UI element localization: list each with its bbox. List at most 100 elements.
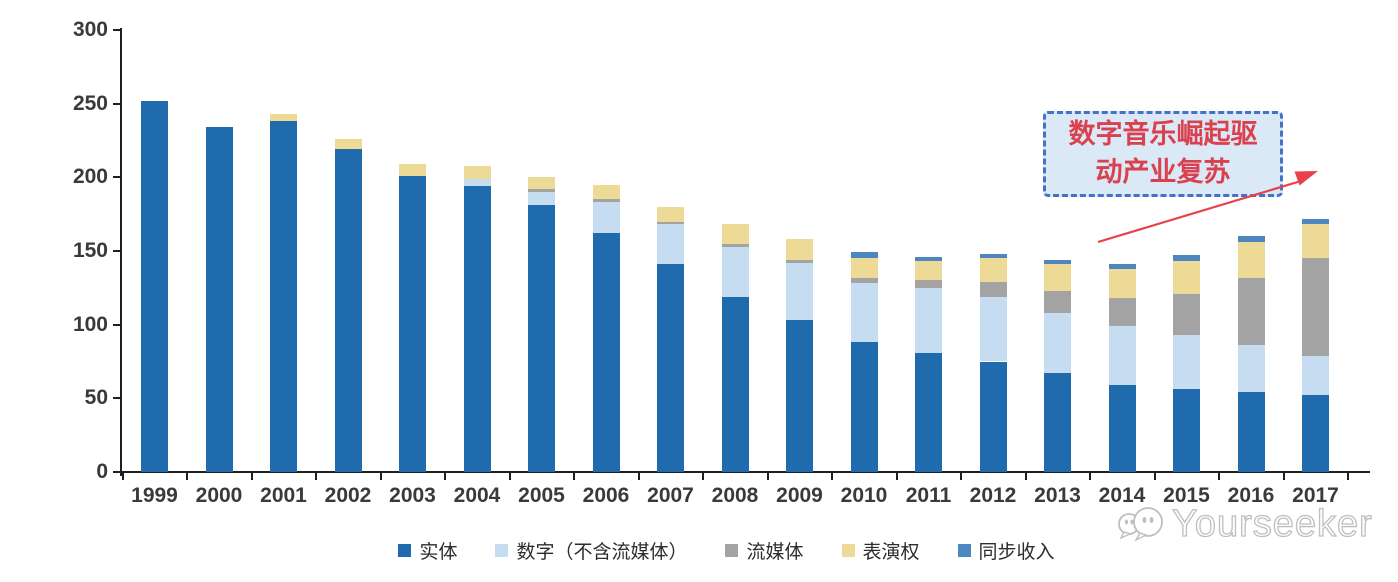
- annotation-text: 数字音乐崛起驱动产业复苏: [1068, 118, 1258, 188]
- x-axis-line: [120, 471, 1370, 473]
- x-axis-tick: [960, 473, 962, 480]
- x-axis-label-2017: 2017: [1292, 484, 1339, 507]
- legend-label: 同步收入: [978, 541, 1055, 563]
- bar-segment-实体: [1237, 392, 1265, 472]
- x-axis-tick: [508, 473, 511, 480]
- x-axis-label-2010: 2010: [840, 484, 888, 507]
- bar-segment-实体: [141, 100, 168, 472]
- bar-segment-表演权: [334, 139, 362, 150]
- y-axis-label: 300: [72, 18, 108, 41]
- x-axis-label-1999: 1999: [131, 484, 178, 507]
- bar-segment-实体: [592, 233, 620, 472]
- bar-segment-表演权: [657, 206, 684, 222]
- x-axis-label-2014: 2014: [1098, 484, 1146, 507]
- y-axis-tick: [113, 29, 120, 31]
- x-axis-label-2011: 2011: [905, 484, 952, 507]
- legend-item-流媒体: 流媒体: [725, 537, 804, 564]
- bar-segment-同步收入: [915, 256, 942, 262]
- x-axis-tick: [637, 473, 640, 480]
- watermark-text: Yourseeker: [1171, 502, 1373, 545]
- bar-segment-实体: [205, 127, 233, 472]
- bar-segment-数字（不含流媒体）: [528, 192, 555, 206]
- annotation-callout: 数字音乐崛起驱动产业复苏: [1043, 111, 1283, 197]
- bar-segment-流媒体: [1044, 290, 1071, 313]
- x-axis-label-2012: 2012: [969, 484, 1017, 507]
- bar-segment-数字（不含流媒体）: [1237, 345, 1265, 393]
- bar-segment-同步收入: [1173, 255, 1200, 262]
- y-axis-tick: [113, 323, 120, 326]
- bar-segment-流媒体: [1237, 277, 1265, 346]
- bar-segment-流媒体: [915, 280, 942, 288]
- x-axis-tick: [702, 473, 704, 480]
- y-axis-tick: [113, 471, 120, 473]
- legend-label: 数字（不含流媒体）: [516, 541, 688, 563]
- bar-segment-表演权: [463, 165, 491, 179]
- bar-segment-表演权: [1173, 261, 1200, 294]
- bar-segment-实体: [915, 352, 942, 472]
- x-axis-tick: [250, 473, 253, 480]
- bar-segment-同步收入: [979, 253, 1007, 259]
- y-axis-label: 200: [72, 165, 108, 189]
- bar-segment-表演权: [786, 239, 813, 260]
- legend-swatch: [725, 544, 739, 557]
- bar-segment-数字（不含流媒体）: [657, 224, 684, 265]
- bar-segment-表演权: [1302, 224, 1329, 259]
- bar-segment-同步收入: [1044, 259, 1071, 265]
- bar-segment-数字（不含流媒体）: [463, 178, 491, 187]
- bar-segment-实体: [463, 186, 491, 472]
- bar-segment-实体: [270, 121, 297, 472]
- x-axis-tick: [379, 473, 382, 480]
- bar-segment-流媒体: [657, 221, 684, 225]
- legend-swatch: [398, 544, 412, 557]
- bar-segment-实体: [1108, 385, 1136, 472]
- bar-segment-数字（不含流媒体）: [979, 296, 1007, 362]
- bar-segment-数字（不含流媒体）: [1302, 355, 1329, 396]
- bar-segment-表演权: [915, 261, 942, 281]
- bar-segment-实体: [850, 342, 878, 472]
- bar-segment-流媒体: [1173, 293, 1200, 335]
- legend-swatch: [495, 544, 509, 557]
- x-axis-label-2003: 2003: [389, 484, 436, 507]
- x-axis-label-2005: 2005: [518, 484, 565, 507]
- bar-segment-实体: [1173, 389, 1200, 472]
- bar-segment-实体: [334, 149, 362, 472]
- bar-segment-表演权: [721, 224, 749, 244]
- x-axis-label-2009: 2009: [776, 484, 823, 507]
- x-axis-tick: [1089, 473, 1091, 480]
- bar-segment-数字（不含流媒体）: [1173, 334, 1200, 390]
- x-axis-label-2001: 2001: [260, 484, 307, 507]
- bar-segment-流媒体: [1108, 298, 1136, 327]
- x-axis-tick: [315, 473, 317, 480]
- bar-segment-流媒体: [592, 199, 620, 203]
- x-axis-tick: [1153, 473, 1156, 480]
- x-axis-tick: [766, 473, 769, 480]
- bar-segment-流媒体: [786, 259, 813, 263]
- x-axis-tick: [573, 473, 575, 480]
- x-axis-label-2008: 2008: [711, 484, 759, 507]
- bar-segment-实体: [528, 205, 555, 472]
- bar-segment-数字（不含流媒体）: [850, 283, 878, 343]
- bar-segment-数字（不含流媒体）: [1108, 326, 1136, 386]
- y-axis-tick: [113, 250, 120, 252]
- y-axis-label: 0: [96, 460, 108, 483]
- bar-segment-同步收入: [1302, 218, 1329, 225]
- bar-segment-表演权: [850, 258, 878, 278]
- x-axis-tick: [444, 473, 446, 480]
- bar-segment-同步收入: [1108, 264, 1136, 269]
- x-axis-tick: [1024, 473, 1027, 480]
- y-axis-label: 250: [72, 91, 108, 115]
- y-axis-tick: [113, 176, 120, 179]
- legend-swatch: [957, 544, 971, 557]
- bar-segment-流媒体: [1302, 258, 1329, 356]
- bar-segment-数字（不含流媒体）: [915, 287, 942, 353]
- legend-item-数字（不含流媒体）: 数字（不含流媒体）: [495, 537, 687, 564]
- x-axis-label-2002: 2002: [324, 484, 372, 507]
- bar-segment-数字（不含流媒体）: [721, 246, 749, 297]
- legend-label: 流媒体: [746, 541, 804, 563]
- bar-segment-实体: [657, 264, 684, 472]
- bar-segment-表演权: [528, 177, 555, 190]
- y-axis-label: 100: [72, 312, 108, 336]
- legend: 实体 数字（不含流媒体） 流媒体 表演权 同步收入: [0, 537, 1398, 564]
- bar-segment-数字（不含流媒体）: [1044, 312, 1071, 374]
